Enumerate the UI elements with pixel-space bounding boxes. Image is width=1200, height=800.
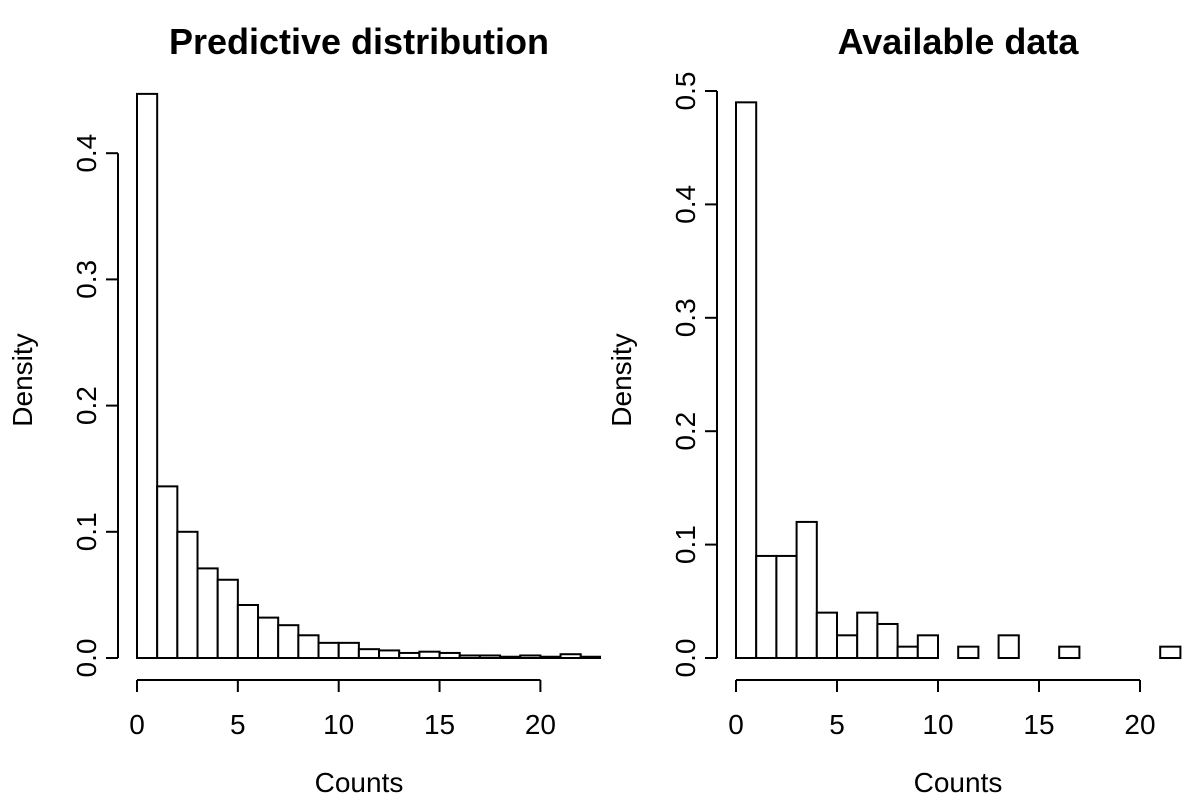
x-tick-label: 5	[230, 709, 246, 740]
histogram-bar	[795, 520, 818, 659]
histogram-bar	[378, 649, 401, 659]
histogram-bar	[458, 654, 481, 660]
y-tick-label: 0.4	[670, 185, 701, 224]
histogram-bar	[156, 485, 179, 660]
x-axis-label: Counts	[315, 767, 404, 798]
histogram-bar	[755, 554, 778, 659]
y-axis: 0.0 0.1 0.2 0.3 0.4	[71, 134, 119, 678]
y-tick-label: 0.2	[670, 412, 701, 451]
histogram-bar	[957, 645, 980, 659]
histogram-bar	[277, 624, 300, 659]
x-tick-label: 20	[1124, 709, 1155, 740]
y-axis-label: Density	[7, 333, 38, 426]
histogram-bar	[539, 655, 562, 659]
bars	[136, 92, 601, 660]
x-tick-label: 15	[1023, 709, 1054, 740]
histogram-bar	[398, 651, 421, 660]
histogram-bar	[216, 578, 239, 659]
y-tick-label: 0.0	[71, 639, 102, 678]
histogram-bar	[856, 611, 879, 660]
histogram-bar	[836, 634, 859, 660]
y-tick-label: 0.5	[670, 72, 701, 111]
histogram-bar	[236, 603, 260, 659]
x-axis: 0 5 10 15 20	[728, 679, 1156, 740]
histogram-bar	[196, 567, 219, 660]
histogram-bar	[916, 634, 939, 660]
histogram-bar	[176, 530, 199, 659]
histogram-bar	[997, 634, 1020, 660]
histogram-bar	[478, 654, 502, 660]
x-tick-label: 10	[323, 709, 354, 740]
x-tick-label: 15	[424, 709, 455, 740]
histogram-bar	[579, 655, 601, 659]
x-tick-label: 20	[525, 709, 556, 740]
histogram-bar	[418, 650, 441, 660]
y-axis-label: Density	[606, 333, 637, 426]
y-tick-label: 0.4	[71, 134, 102, 173]
histogram-bar	[337, 641, 360, 660]
histogram-bar	[499, 655, 522, 659]
predictive-distribution-panel: Predictive distribution Counts Density 0…	[7, 21, 601, 798]
y-tick-label: 0.1	[71, 512, 102, 551]
chart-title: Predictive distribution	[169, 21, 549, 62]
chart-title: Available data	[838, 21, 1080, 62]
histogram-bar	[775, 554, 798, 659]
histogram-bar	[438, 651, 461, 660]
histogram-bar	[559, 653, 582, 659]
y-axis: 0.0 0.1 0.2 0.3 0.4 0.5	[670, 72, 718, 678]
y-tick-label: 0.2	[71, 386, 102, 425]
histogram-bar	[1159, 645, 1182, 659]
x-axis-label: Counts	[914, 767, 1003, 798]
histogram-bar	[815, 611, 838, 660]
histogram-bar	[735, 101, 758, 659]
histogram-bar	[257, 616, 280, 660]
histogram-bar	[876, 622, 899, 659]
histogram-bar	[297, 634, 320, 659]
y-tick-label: 0.0	[670, 639, 701, 678]
x-tick-label: 0	[129, 709, 145, 740]
x-tick-label: 5	[829, 709, 845, 740]
x-tick-label: 0	[728, 709, 744, 740]
y-tick-label: 0.3	[670, 298, 701, 337]
histogram-bar	[1058, 645, 1081, 659]
available-data-panel: Available data Counts Density 0 5 10 15 20 0…	[606, 21, 1182, 798]
histogram-bar	[136, 92, 159, 660]
y-tick-label: 0.1	[670, 525, 701, 564]
histogram-bar	[357, 648, 381, 660]
histogram-bar	[317, 641, 340, 660]
x-tick-label: 10	[922, 709, 953, 740]
bars	[735, 101, 1182, 660]
histogram-bar	[896, 645, 919, 659]
x-axis: 0 5 10 15 20	[129, 679, 556, 740]
y-tick-label: 0.3	[71, 260, 102, 299]
histogram-bar	[519, 654, 542, 660]
